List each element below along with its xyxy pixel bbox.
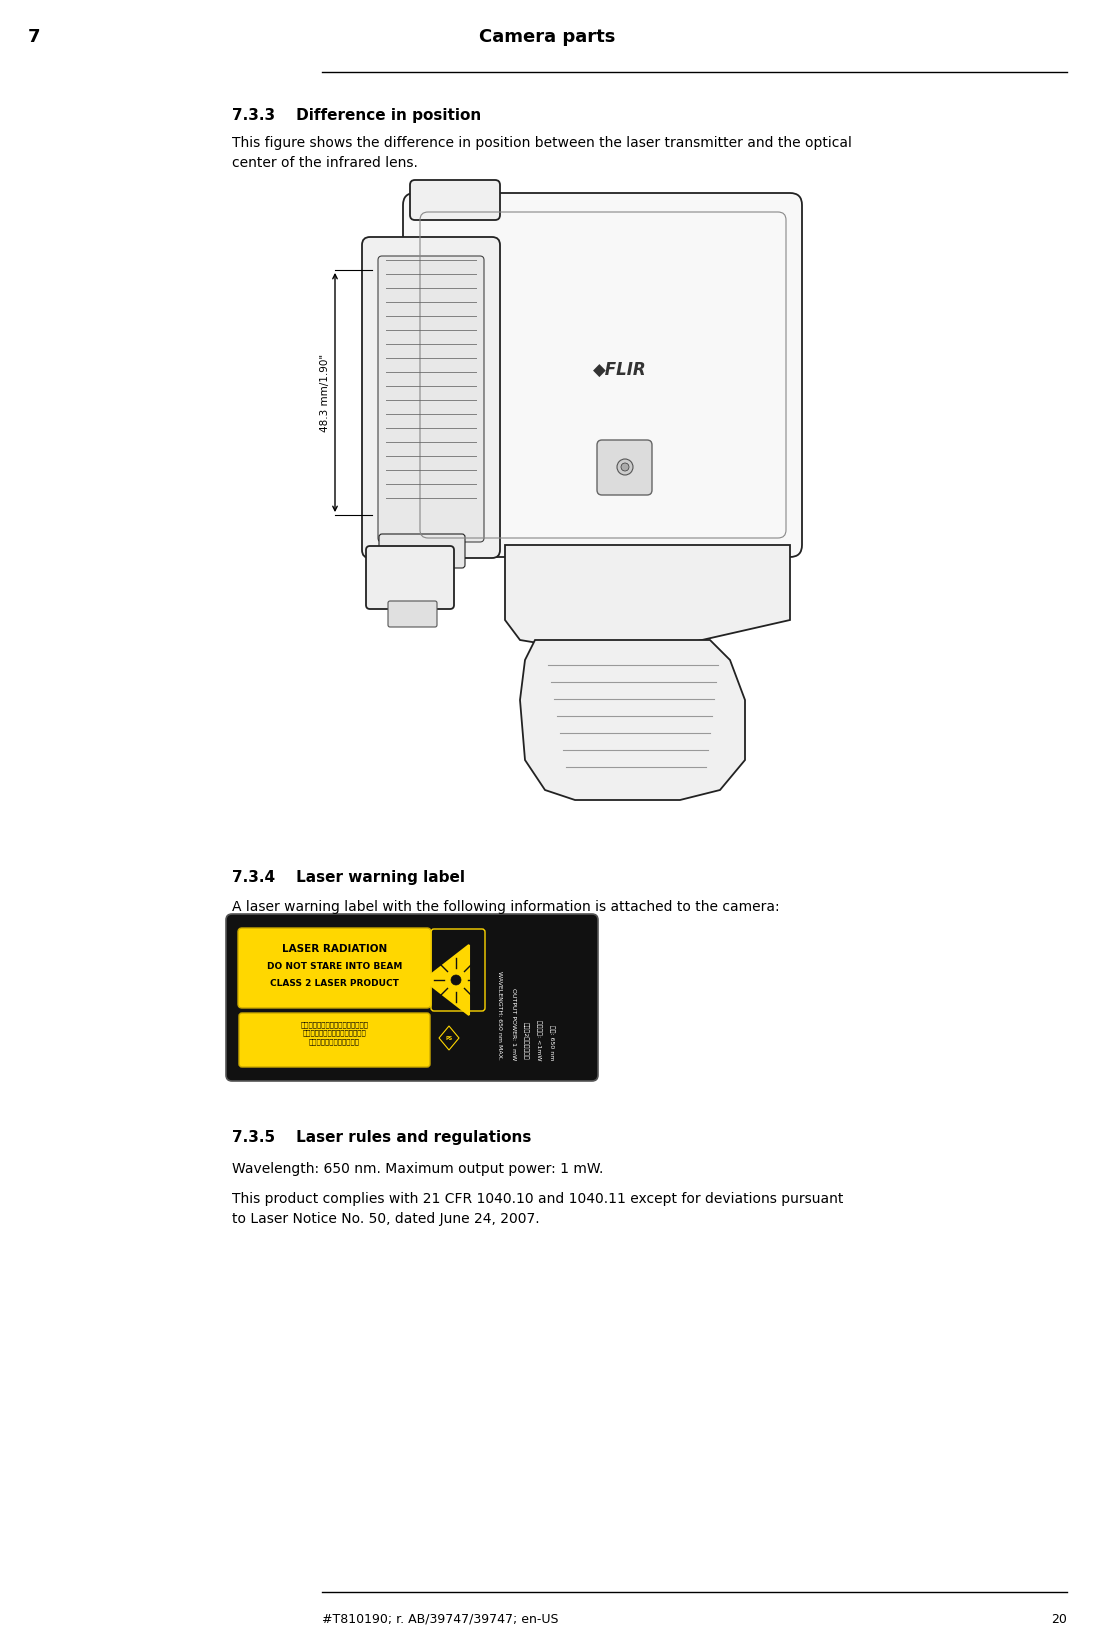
FancyBboxPatch shape bbox=[597, 440, 652, 495]
Text: WAVELENGTH: 650 nm MAX.: WAVELENGTH: 650 nm MAX. bbox=[497, 971, 502, 1060]
Text: 48.3 mm/1.90": 48.3 mm/1.90" bbox=[320, 353, 330, 431]
Text: 波長: 650 nm: 波長: 650 nm bbox=[549, 1025, 554, 1060]
FancyBboxPatch shape bbox=[362, 237, 500, 557]
Text: 最大出力: <1mW: 最大出力: <1mW bbox=[535, 1020, 542, 1060]
Text: 7.3.3    Difference in position: 7.3.3 Difference in position bbox=[232, 108, 481, 123]
Text: 7.3.4    Laser warning label: 7.3.4 Laser warning label bbox=[232, 869, 465, 886]
Circle shape bbox=[621, 462, 629, 471]
Text: 7: 7 bbox=[28, 28, 41, 46]
Polygon shape bbox=[520, 641, 745, 801]
Text: A laser warning label with the following information is attached to the camera:: A laser warning label with the following… bbox=[232, 900, 780, 913]
FancyBboxPatch shape bbox=[366, 546, 454, 609]
Text: This product complies with 21 CFR 1040.10 and 1040.11 except for deviations purs: This product complies with 21 CFR 1040.1… bbox=[232, 1191, 843, 1226]
FancyBboxPatch shape bbox=[378, 257, 484, 542]
FancyBboxPatch shape bbox=[226, 913, 598, 1082]
Circle shape bbox=[451, 975, 461, 985]
FancyBboxPatch shape bbox=[239, 1013, 430, 1067]
Polygon shape bbox=[424, 944, 469, 1015]
Text: OUTPUT POWER: 1 mW: OUTPUT POWER: 1 mW bbox=[511, 987, 516, 1060]
Text: This figure shows the difference in position between the laser transmitter and t: This figure shows the difference in posi… bbox=[232, 136, 852, 170]
Text: CLASS 2 LASER PRODUCT: CLASS 2 LASER PRODUCT bbox=[270, 979, 399, 989]
FancyBboxPatch shape bbox=[238, 928, 431, 1008]
Text: 「レーザ光をのぞきこまないこと」
「レーザ光を人に向けないこと」
「子供に使わせないこと」: 「レーザ光をのぞきこまないこと」 「レーザ光を人に向けないこと」 「子供に使わせ… bbox=[300, 1021, 369, 1046]
FancyBboxPatch shape bbox=[410, 180, 500, 221]
Text: #T810190; r. AB/39747/39747; en-US: #T810190; r. AB/39747/39747; en-US bbox=[322, 1613, 558, 1626]
FancyBboxPatch shape bbox=[379, 534, 465, 569]
Text: Camera parts: Camera parts bbox=[479, 28, 615, 46]
Polygon shape bbox=[505, 546, 789, 650]
FancyBboxPatch shape bbox=[403, 193, 802, 557]
Text: クラス2レーザー製品: クラス2レーザー製品 bbox=[523, 1023, 529, 1060]
Text: PS: PS bbox=[446, 1036, 452, 1041]
Text: ◆FLIR: ◆FLIR bbox=[593, 361, 647, 379]
Text: Wavelength: 650 nm. Maximum output power: 1 mW.: Wavelength: 650 nm. Maximum output power… bbox=[232, 1162, 603, 1176]
FancyBboxPatch shape bbox=[388, 601, 437, 627]
Text: 7.3.5    Laser rules and regulations: 7.3.5 Laser rules and regulations bbox=[232, 1131, 531, 1145]
Text: 20: 20 bbox=[1051, 1613, 1067, 1626]
Text: DO NOT STARE INTO BEAM: DO NOT STARE INTO BEAM bbox=[267, 962, 402, 971]
Text: LASER RADIATION: LASER RADIATION bbox=[281, 944, 388, 954]
Circle shape bbox=[616, 459, 633, 475]
